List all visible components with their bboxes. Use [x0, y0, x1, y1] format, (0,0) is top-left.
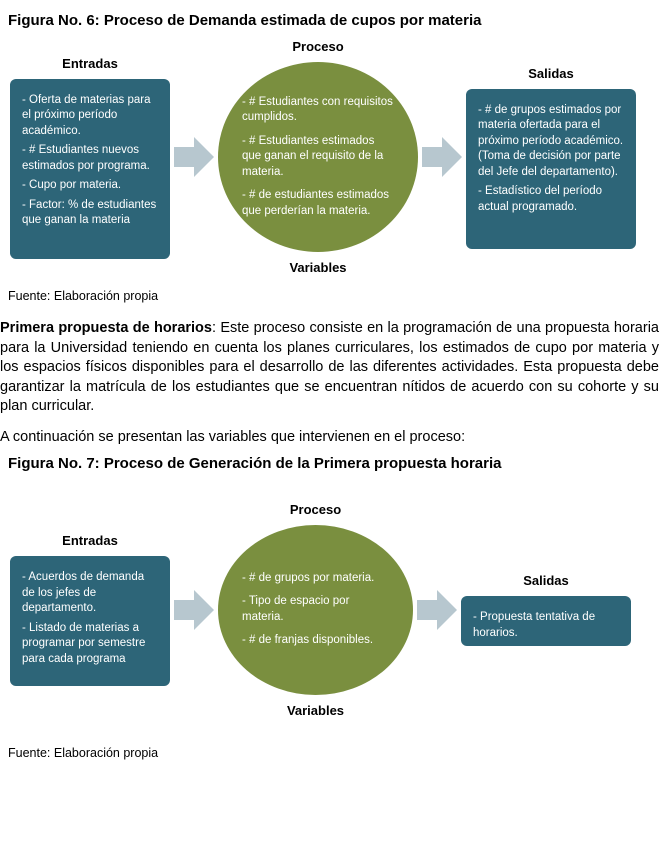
list-item: - # de grupos estimados por materia ofer…	[478, 103, 624, 181]
fig7-source: Fuente: Elaboración propia	[0, 718, 659, 766]
list-item: - Estadístico del período actual program…	[478, 184, 624, 215]
fig6-salidas-label: Salidas	[528, 66, 574, 81]
list-item: - Cupo por materia.	[22, 178, 158, 194]
fig6-proceso-label: Proceso	[292, 39, 343, 54]
fig7-proceso-label: Proceso	[290, 502, 341, 517]
figure7-title: Figura No. 7: Proceso de Generación de l…	[0, 455, 659, 482]
fig6-source: Fuente: Elaboración propia	[0, 275, 659, 309]
fig6-entradas-col: Entradas - Oferta de materias para el pr…	[10, 56, 170, 259]
paragraph-intro-variables: A continuación se presentan las variable…	[0, 421, 659, 455]
fig7-salidas-label: Salidas	[523, 573, 569, 588]
fig6-proceso-col: Proceso - # Estudiantes con requisitos c…	[218, 39, 418, 275]
list-item: - # de estudiantes estimados que perderí…	[242, 188, 394, 219]
fig7-entradas-col: Entradas - Acuerdos de demanda de los je…	[10, 533, 170, 686]
fig7-entradas-box: - Acuerdos de demanda de los jefes de de…	[10, 556, 170, 686]
list-item: - # Estudiantes estimados que ganan el r…	[242, 134, 394, 181]
list-item: - Factor: % de estudiantes que ganan la …	[22, 198, 158, 229]
fig6-entradas-label: Entradas	[62, 56, 118, 71]
fig6-proceso-ellipse: - # Estudiantes con requisitos cumplidos…	[218, 62, 418, 252]
list-item: - Propuesta tentativa de horarios.	[473, 610, 619, 641]
list-item: - # Estudiantes nuevos estimados por pro…	[22, 143, 158, 174]
list-item: - # de franjas disponibles.	[242, 633, 389, 649]
arrow-icon	[420, 133, 464, 181]
fig7-salidas-col: Salidas - Propuesta tentativa de horario…	[461, 573, 631, 646]
paragraph-primera-propuesta: Primera propuesta de horarios: Este proc…	[0, 309, 659, 421]
list-item: - # Estudiantes con requisitos cumplidos…	[242, 95, 394, 126]
list-item: - Acuerdos de demanda de los jefes de de…	[22, 570, 158, 617]
list-item: - Listado de materias a programar por se…	[22, 621, 158, 668]
paragraph-lead: Primera propuesta de horarios	[0, 320, 212, 336]
fig6-salidas-box: - # de grupos estimados por materia ofer…	[466, 89, 636, 249]
list-item: - Tipo de espacio por materia.	[242, 594, 389, 625]
figure6-diagram: Entradas - Oferta de materias para el pr…	[0, 39, 659, 275]
list-item: - Oferta de materias para el próximo per…	[22, 93, 158, 140]
fig7-entradas-label: Entradas	[62, 533, 118, 548]
figure7-diagram: Entradas - Acuerdos de demanda de los je…	[0, 502, 659, 718]
arrow-icon	[415, 586, 459, 634]
arrow-icon	[172, 133, 216, 181]
fig6-entradas-box: - Oferta de materias para el próximo per…	[10, 79, 170, 259]
arrow-icon	[172, 586, 216, 634]
list-item: - # de grupos por materia.	[242, 571, 389, 587]
fig7-proceso-col: Proceso - # de grupos por materia. - Tipo…	[218, 502, 413, 718]
figure6-title: Figura No. 6: Proceso de Demanda estimad…	[0, 12, 659, 39]
fig7-salidas-box: - Propuesta tentativa de horarios.	[461, 596, 631, 646]
fig7-proceso-ellipse: - # de grupos por materia. - Tipo de espa…	[218, 525, 413, 695]
fig6-salidas-col: Salidas - # de grupos estimados por mate…	[466, 66, 636, 249]
fig6-variables-label: Variables	[289, 260, 346, 275]
fig7-variables-label: Variables	[287, 703, 344, 718]
